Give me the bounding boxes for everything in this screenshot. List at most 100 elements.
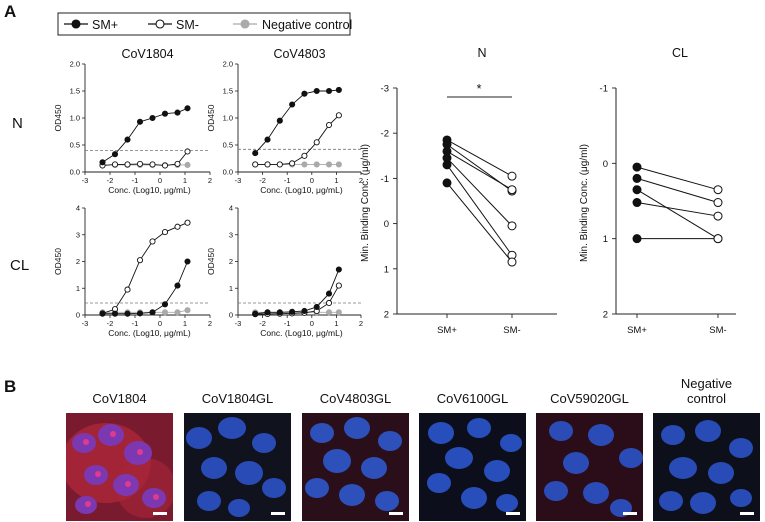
y-tick-label: 0 [384,219,389,230]
data-point [124,286,131,293]
y-axis-label: Min. Binding Conc. (μg/ml) [360,144,371,262]
y-tick-label: 2 [76,257,80,266]
legend-label: SM+ [92,18,118,32]
x-axis-label: Conc. (Log10, μg/mL) [260,328,343,338]
y-tick-label: 4 [76,204,80,213]
data-point [124,136,131,143]
data-point [276,117,283,124]
data-point [289,101,296,108]
paired-chart-2: -1 0 1 2 SM+ SM- CL Min. Binding Conc. (μg/ml) [579,46,736,336]
x-tick-label: -3 [82,176,89,185]
nucleus [252,433,276,453]
micrograph-label: CoV6100GL [437,391,509,406]
micrograph-image [66,413,173,521]
data-point [313,139,320,146]
x-tick-label: -3 [82,319,89,328]
nucleus [378,431,402,451]
micrograph-label-line: Negative [681,376,732,391]
y-tick-label: 2 [603,310,608,321]
data-point [301,161,308,168]
nucleus [563,452,589,474]
data-point [161,301,169,308]
micrograph-image [184,413,291,521]
nucleus [690,492,716,514]
x-tick-label: 1 [183,176,187,185]
micrograph-image [419,413,526,521]
y-tick-label: 3 [76,230,80,239]
data-point [124,161,131,168]
y-tick-label: 1.0 [223,114,233,123]
data-point [264,309,271,316]
x-tick-label: -1 [132,176,139,185]
sm-minus-point [713,185,723,195]
y-tick-label: 2.0 [70,60,80,69]
x-tick-label: -1 [132,319,139,328]
scale-bar [506,512,520,515]
data-point [184,105,191,112]
legend-label: Negative control [262,18,352,32]
y-tick-label: 1 [384,264,389,275]
sm-minus-point [713,211,723,221]
x-axis-label: Conc. (Log10, μg/mL) [260,185,343,195]
nucleus [729,438,753,458]
y-tick-label: -3 [381,84,389,95]
data-point [136,118,144,125]
y-tick-label: 1 [229,284,233,293]
y-tick-label: 1.0 [70,114,80,123]
nucleus [708,462,734,484]
nucleus [427,473,451,493]
nucleus [695,420,721,442]
row-label-cl: CL [10,257,29,274]
data-point [136,310,144,317]
data-point [325,309,333,316]
micrograph-3: CoV4803GL [302,391,409,521]
nuclear-spot [83,439,89,445]
data-point [184,148,191,155]
data-point [149,309,156,316]
sm-plus-point [632,234,642,244]
data-point [149,161,156,168]
nucleus [323,449,351,473]
data-point [124,310,131,317]
legend: SM+ SM- Negative control [57,12,352,36]
data-point [161,309,169,316]
sm-minus-point [507,257,517,267]
data-point [184,219,191,226]
micrograph-5: CoV59020GL [536,391,643,521]
x-tick-label: -2 [107,176,114,185]
x-tick-label: 0 [310,319,314,328]
data-point [161,162,169,169]
nucleus [186,427,212,449]
data-point [301,307,308,315]
y-tick-label: -1 [600,84,608,95]
nuclear-spot [125,481,131,487]
sm-plus-point [632,185,642,195]
nuclear-spot [85,501,91,507]
x-tick-label: 2 [208,176,212,185]
elisa-chart-4: 0 1 2 3 4 -3 -2 -1 0 1 2 Conc. (Log10, μg/mL) OD450 [206,204,363,339]
x-tick-label: 2 [359,176,363,185]
significance-star: * [477,82,482,96]
nucleus [428,422,454,444]
legend-marker [155,19,165,29]
nucleus [445,447,473,469]
panel-label-a: A [4,2,16,21]
nucleus [361,457,387,479]
y-axis-label: OD450 [53,104,63,131]
pair-line [636,202,719,217]
y-tick-label: 3 [229,230,233,239]
data-point [174,109,181,116]
nuclear-spot [110,431,116,437]
x-tick-label: SM- [503,325,520,336]
x-tick-label: 0 [310,176,314,185]
data-point [289,160,296,167]
data-point [149,238,156,245]
x-axis-label: Conc. (Log10, μg/mL) [108,185,191,195]
paired-chart-1: -3 -2 -1 0 1 2 SM+ SM- N Min. Binding Conc. (μg/m… [360,46,557,336]
nucleus [544,481,568,501]
nuclear-spot [137,449,143,455]
x-tick-label: -1 [284,176,291,185]
legend-box [57,12,351,36]
nucleus [669,457,697,479]
nucleus [197,491,221,511]
